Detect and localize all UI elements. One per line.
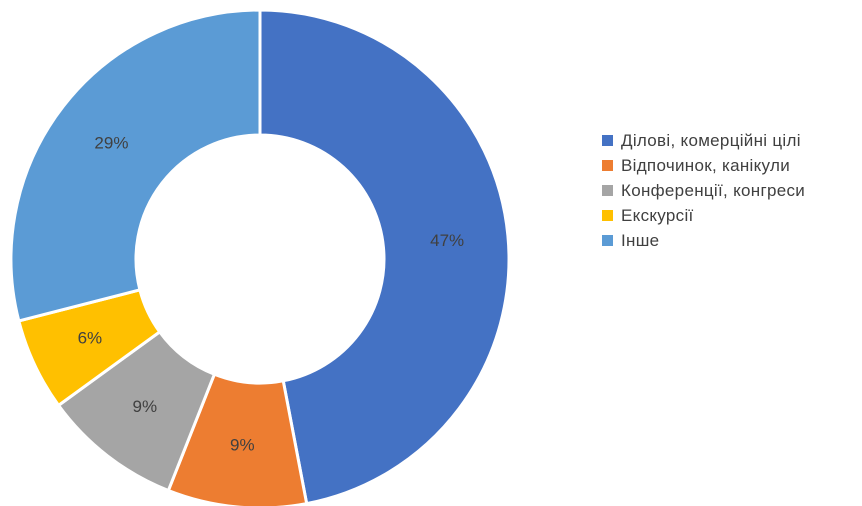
legend-label: Екскурсії xyxy=(621,205,694,225)
legend-item-other: Інше xyxy=(602,228,805,253)
legend-item-conferences: Конференції, конгреси xyxy=(602,178,805,203)
legend-swatch-icon xyxy=(602,160,613,171)
legend-label: Відпочинок, канікули xyxy=(621,155,791,175)
legend-item-excursions: Екскурсії xyxy=(602,203,805,228)
slice-business xyxy=(258,8,511,506)
legend-item-business: Ділові, комерційні цілі xyxy=(602,128,805,153)
legend-swatch-icon xyxy=(602,185,613,196)
data-label-business: 47% xyxy=(430,231,464,250)
legend-label: Інше xyxy=(621,230,660,250)
legend-swatch-icon xyxy=(602,210,613,221)
legend-item-leisure: Відпочинок, канікули xyxy=(602,153,805,178)
legend-swatch-icon xyxy=(602,135,613,146)
donut-plot: 47% 9% 9% 6% 29% xyxy=(9,8,511,506)
legend-label: Ділові, комерційні цілі xyxy=(621,130,801,150)
legend-swatch-icon xyxy=(602,235,613,246)
data-label-other: 29% xyxy=(94,133,128,152)
data-label-excursions: 6% xyxy=(78,329,103,348)
chart-legend: Ділові, комерційні цілі Відпочинок, кані… xyxy=(602,128,805,253)
data-label-conferences: 9% xyxy=(132,397,157,416)
slice-other xyxy=(9,8,262,323)
legend-label: Конференції, конгреси xyxy=(621,180,806,200)
data-label-leisure: 9% xyxy=(230,436,255,455)
